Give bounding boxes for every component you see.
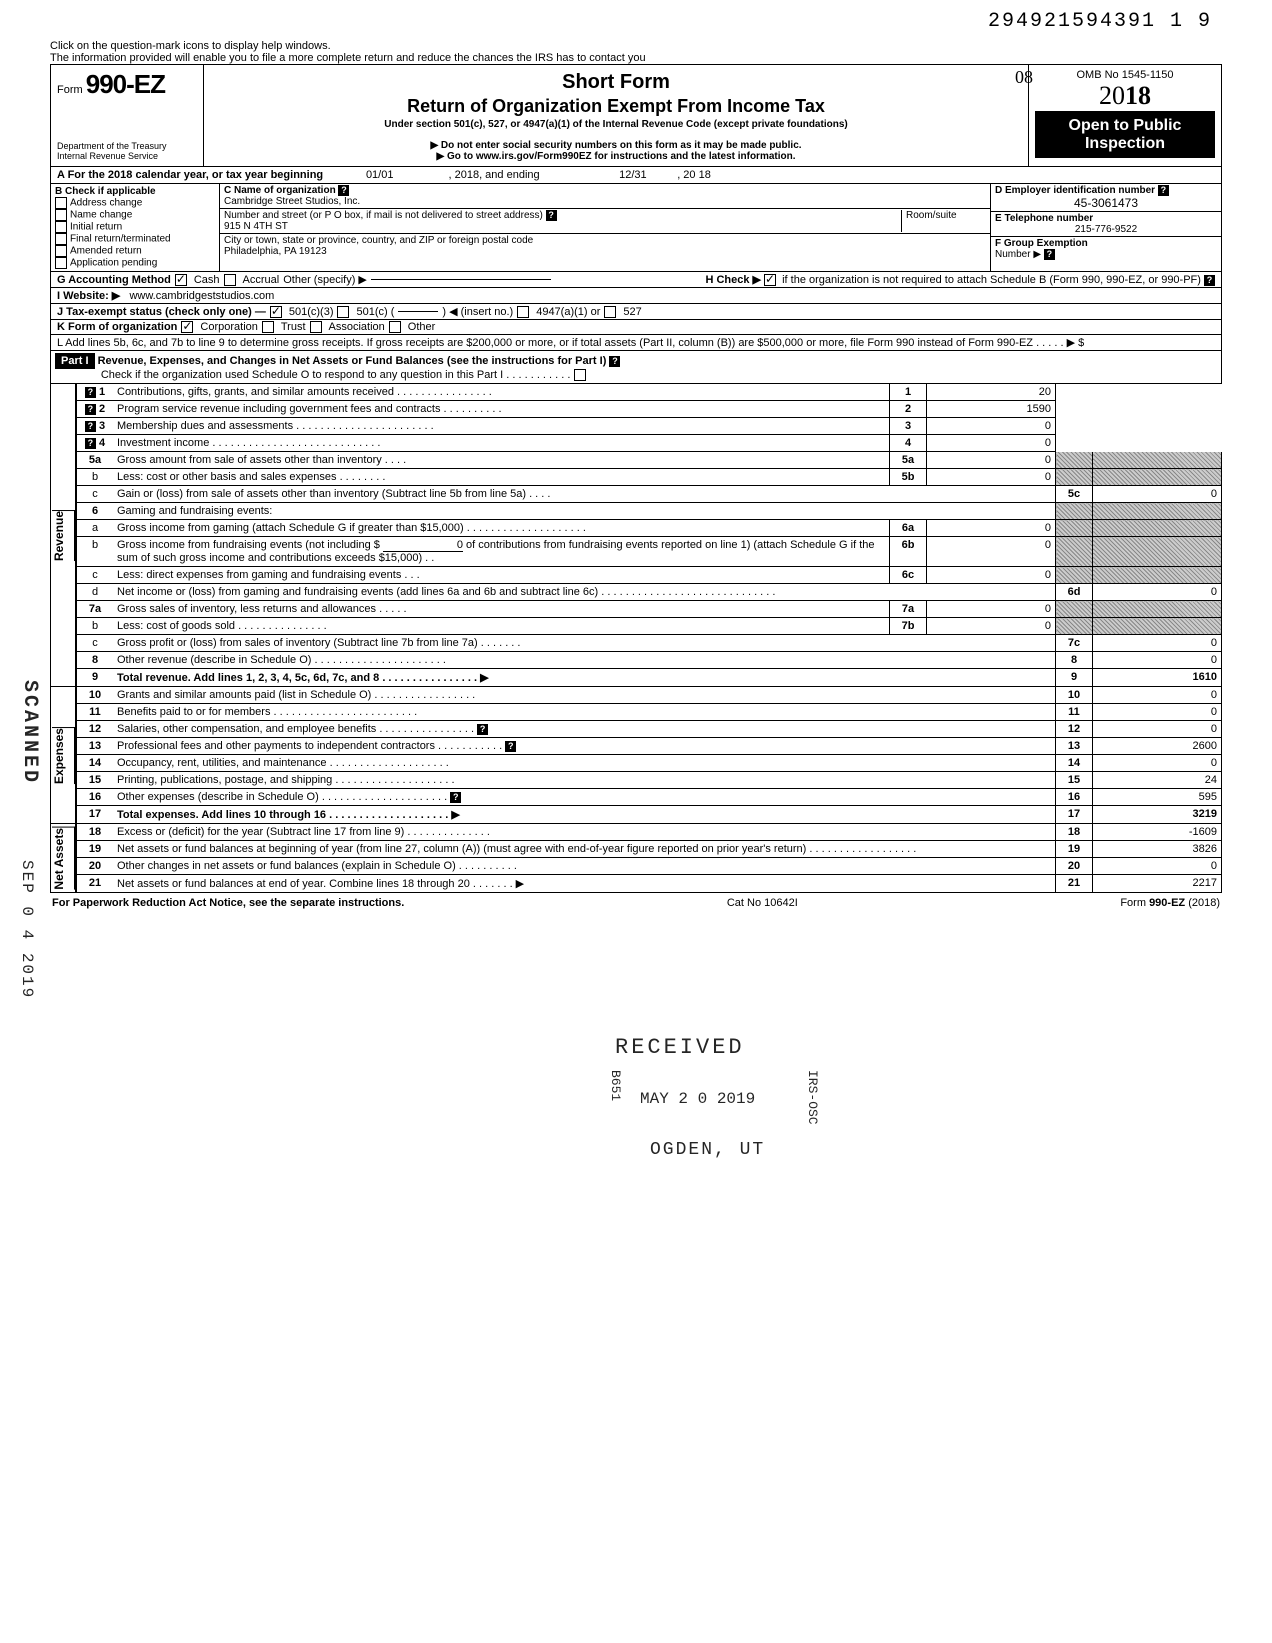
- form-word: Form: [57, 84, 83, 96]
- telephone: 215-776-9522: [995, 224, 1217, 235]
- stamp-may-date: MAY 2 0 2019: [640, 1090, 755, 1108]
- help-icon[interactable]: ?: [609, 356, 620, 367]
- help-icon[interactable]: ?: [505, 741, 516, 752]
- checkbox-501c3[interactable]: [270, 306, 282, 318]
- checkbox-501c[interactable]: [337, 306, 349, 318]
- checkbox-other[interactable]: [389, 321, 401, 333]
- line-k: K Form of organization Corporation Trust…: [50, 320, 1222, 335]
- expenses-section: Expenses 10Grants and similar amounts pa…: [50, 687, 1222, 824]
- checkbox-accrual[interactable]: [224, 274, 236, 286]
- line-j: J Tax-exempt status (check only one) — 5…: [50, 304, 1222, 320]
- block-b-title: B Check if applicable: [55, 186, 156, 197]
- checkbox-trust[interactable]: [262, 321, 274, 333]
- help-icon[interactable]: ?: [1158, 185, 1169, 196]
- checkbox-cash[interactable]: [175, 274, 187, 286]
- help-icon[interactable]: ?: [338, 185, 349, 196]
- checkbox-527[interactable]: [604, 306, 616, 318]
- open-to-public: Open to Public Inspection: [1035, 111, 1215, 158]
- checkbox-initial-return[interactable]: [55, 221, 67, 233]
- line-g-h: G Accounting Method Cash Accrual Other (…: [50, 272, 1222, 288]
- stamp-sep-date: SEP 0 4 2019: [18, 860, 36, 999]
- department: Department of the Treasury Internal Reve…: [57, 142, 197, 162]
- tax-year: 2018: [1035, 81, 1215, 111]
- checkbox-corporation[interactable]: [181, 321, 193, 333]
- form-number: 990-EZ: [86, 69, 165, 99]
- checkbox-schedule-o[interactable]: [574, 369, 586, 381]
- help-icon[interactable]: ?: [546, 210, 557, 221]
- omb-number: OMB No 1545-1150: [1076, 69, 1173, 81]
- blocks-bcdef: B Check if applicable Address change Nam…: [50, 184, 1222, 272]
- checkbox-name-change[interactable]: [55, 209, 67, 221]
- net-assets-section: Net Assets 18Excess or (deficit) for the…: [50, 824, 1222, 893]
- help-icon[interactable]: ?: [85, 438, 96, 449]
- checkbox-h[interactable]: [764, 274, 776, 286]
- document-number: 294921594391 1 9: [988, 10, 1212, 33]
- revenue-label: Revenue: [52, 510, 75, 561]
- ssn-warning: ▶ Do not enter social security numbers o…: [212, 140, 1020, 151]
- revenue-section: Revenue ? 1Contributions, gifts, grants,…: [50, 384, 1222, 687]
- street-address: 915 N 4TH ST: [224, 221, 288, 232]
- help-icon[interactable]: ?: [1044, 249, 1055, 260]
- net-assets-label: Net Assets: [52, 827, 75, 890]
- page-footer: For Paperwork Reduction Act Notice, see …: [50, 893, 1222, 913]
- stamp-received: RECEIVED: [615, 1035, 745, 1060]
- form-header: Form 990-EZ Department of the Treasury I…: [50, 64, 1222, 166]
- help-icon[interactable]: ?: [85, 404, 96, 415]
- checkbox-final-return[interactable]: [55, 233, 67, 245]
- line-i: I Website: ▶ www.cambridgeststudios.com: [50, 288, 1222, 304]
- return-title: Return of Organization Exempt From Incom…: [212, 96, 1020, 117]
- help-icon[interactable]: ?: [450, 792, 461, 803]
- part-1-header: Part I Revenue, Expenses, and Changes in…: [50, 351, 1222, 384]
- help-icon[interactable]: ?: [85, 421, 96, 432]
- help-icon[interactable]: ?: [477, 724, 488, 735]
- top-note-2: The information provided will enable you…: [50, 52, 1222, 64]
- ein: 45-3061473: [995, 196, 1217, 210]
- city-state-zip: Philadelphia, PA 19123: [224, 246, 327, 257]
- checkbox-4947[interactable]: [517, 306, 529, 318]
- stamp-irs-osc: IRS-OSC: [805, 1070, 820, 1125]
- top-note-1: Click on the question-mark icons to disp…: [50, 40, 1222, 52]
- short-form-label: Short Form: [212, 71, 1020, 94]
- line-a: A For the 2018 calendar year, or tax yea…: [50, 166, 1222, 184]
- stamp-scanned: SCANNED: [18, 680, 41, 785]
- checkbox-association[interactable]: [310, 321, 322, 333]
- expenses-label: Expenses: [52, 727, 75, 784]
- stamp-b651: B651: [608, 1070, 623, 1101]
- checkbox-application-pending[interactable]: [55, 257, 67, 269]
- website: www.cambridgeststudios.com: [129, 290, 274, 302]
- stamp-ogden: OGDEN, UT: [650, 1140, 765, 1160]
- line-l: L Add lines 5b, 6c, and 7b to line 9 to …: [50, 335, 1222, 351]
- handwritten-08: 08: [1015, 67, 1033, 88]
- help-icon[interactable]: ?: [85, 387, 96, 398]
- help-icon[interactable]: ?: [1204, 275, 1215, 286]
- org-name: Cambridge Street Studios, Inc.: [224, 196, 360, 207]
- goto-url: ▶ Go to www.irs.gov/Form990EZ for instru…: [212, 151, 1020, 162]
- checkbox-amended-return[interactable]: [55, 245, 67, 257]
- under-section: Under section 501(c), 527, or 4947(a)(1)…: [212, 119, 1020, 130]
- checkbox-address-change[interactable]: [55, 197, 67, 209]
